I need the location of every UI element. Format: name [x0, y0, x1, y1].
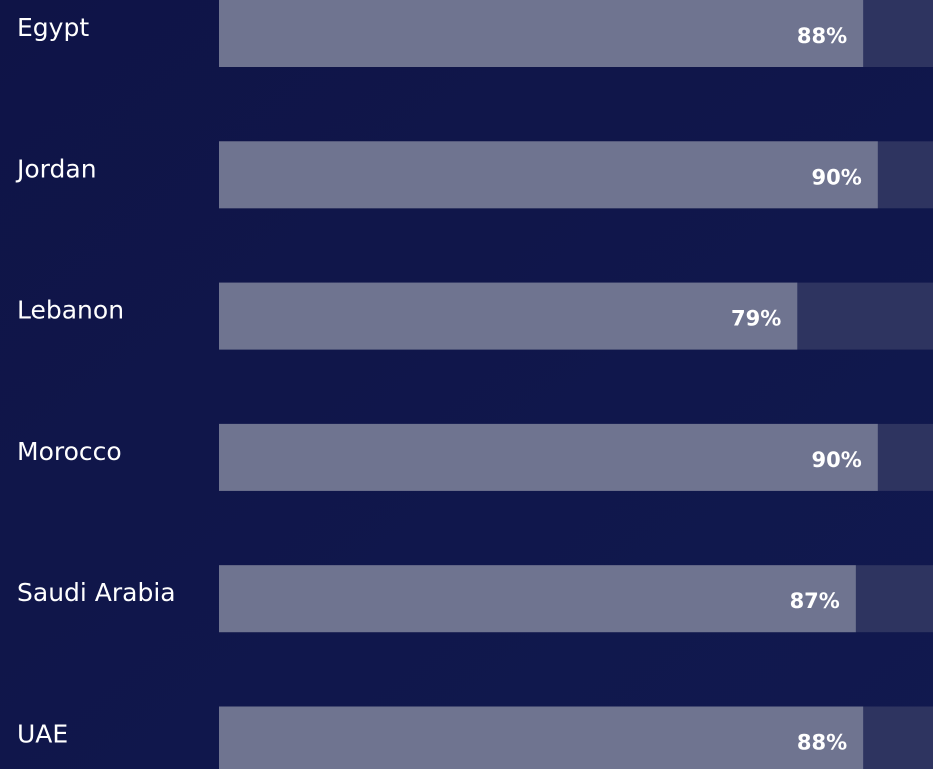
bar [219, 0, 864, 67]
category-label: Egypt [17, 13, 89, 42]
category-label: Saudi Arabia [17, 578, 176, 607]
bar [219, 565, 856, 633]
category-label: Morocco [17, 437, 122, 466]
value-label: 79% [731, 307, 781, 331]
category-label: Lebanon [17, 296, 124, 325]
bar [219, 706, 864, 769]
category-label: Jordan [15, 154, 97, 183]
value-label: 90% [812, 448, 862, 472]
category-label: UAE [17, 720, 68, 749]
value-label: 88% [797, 731, 847, 755]
value-label: 88% [797, 24, 847, 48]
bar [219, 141, 878, 209]
bar [219, 282, 798, 350]
value-label: 87% [790, 589, 840, 613]
value-label: 90% [812, 165, 862, 189]
bar [219, 423, 878, 491]
